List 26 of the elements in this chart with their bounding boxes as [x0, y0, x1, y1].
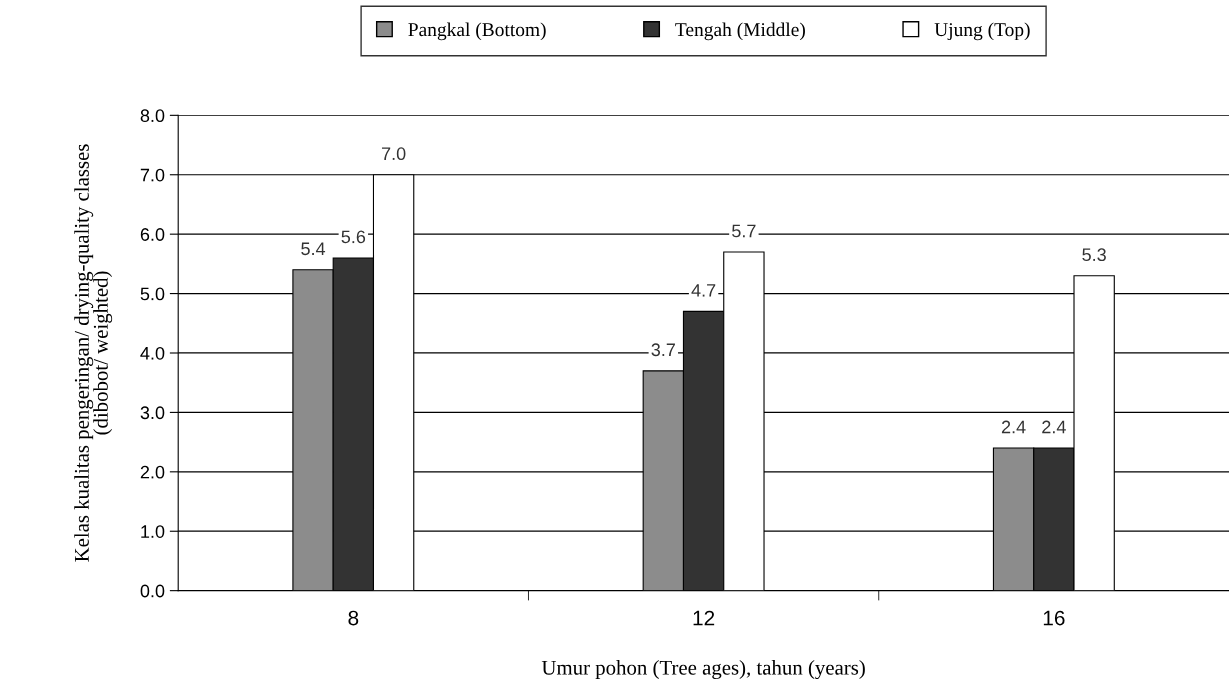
data-label: 7.0 [381, 147, 406, 161]
y-axis-title: Kelas kualitas pengeringan/ drying-quality classes (dibobot/ weighted) [74, 144, 113, 562]
data-label: 2.4 [1042, 420, 1066, 434]
y-tick-label: 2.0 [140, 465, 165, 479]
y-tick-label: 7.0 [140, 168, 165, 182]
y-tick-label: 3.0 [140, 406, 165, 420]
legend-label: Tengah (Middle) [675, 22, 805, 41]
y-tick-label: 8.0 [140, 109, 165, 123]
y-tick-label: 5.0 [140, 287, 165, 301]
data-label: 4.7 [691, 284, 716, 297]
data-label: 5.4 [301, 242, 326, 256]
y-tick-label: 1.0 [141, 525, 165, 538]
data-label: 5.7 [732, 224, 756, 238]
legend-label: Pangkal (Bottom) [408, 22, 546, 41]
y-tick-label: 4.0 [140, 346, 165, 360]
y-tick-label: 6.0 [140, 228, 165, 241]
y-tick-label: 0.0 [140, 584, 165, 598]
data-label: 5.6 [341, 230, 366, 244]
data-label: 5.3 [1082, 248, 1106, 262]
data-label: 2.4 [1001, 420, 1026, 434]
x-tick-label: 8 [348, 610, 359, 626]
legend-label: Ujung (Top) [934, 22, 1030, 41]
data-label: 3.7 [651, 343, 675, 357]
x-tick-label: 12 [693, 610, 715, 626]
x-axis-title: Umur pohon (Tree ages), tahun (years) [541, 660, 865, 680]
x-tick-label: 16 [1043, 610, 1065, 626]
